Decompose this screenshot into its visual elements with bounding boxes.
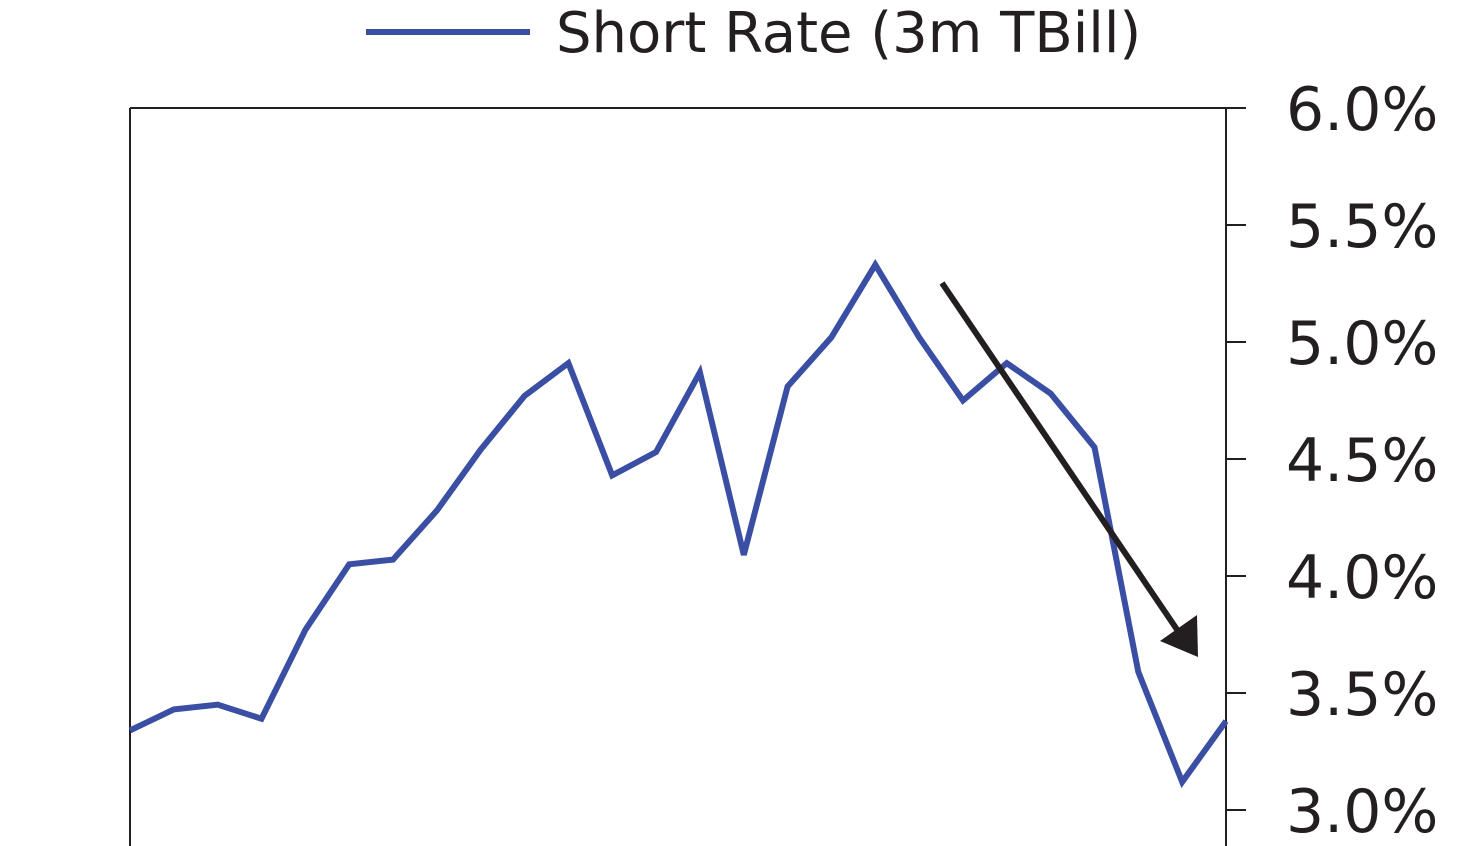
legend-label-short-rate: Short Rate (3m TBill) bbox=[556, 1, 1141, 66]
y-tick-label: 3.0% bbox=[1286, 777, 1438, 846]
trend-arrow-head bbox=[1160, 615, 1198, 657]
legend: Short Rate (3m TBill) bbox=[366, 1, 1141, 66]
y-tick-label: 3.5% bbox=[1286, 660, 1438, 730]
y-tick-label: 4.0% bbox=[1286, 543, 1438, 613]
trend-arrow-shaft bbox=[939, 281, 1183, 636]
series-layer bbox=[128, 259, 1229, 789]
series-line-short-rate bbox=[128, 259, 1229, 789]
y-tick-label: 6.0% bbox=[1286, 75, 1438, 145]
y-tick-label: 5.0% bbox=[1286, 309, 1438, 379]
y-tick-label: 5.5% bbox=[1286, 192, 1438, 262]
plot-frame bbox=[129, 107, 1227, 846]
y-axis-ticks: 3.0% 3.5% 4.0% 4.5% 5.0% 5.5% 6.0% bbox=[1226, 75, 1438, 846]
trend-arrow-annotation bbox=[939, 281, 1198, 657]
y-tick-label: 4.5% bbox=[1286, 426, 1438, 496]
